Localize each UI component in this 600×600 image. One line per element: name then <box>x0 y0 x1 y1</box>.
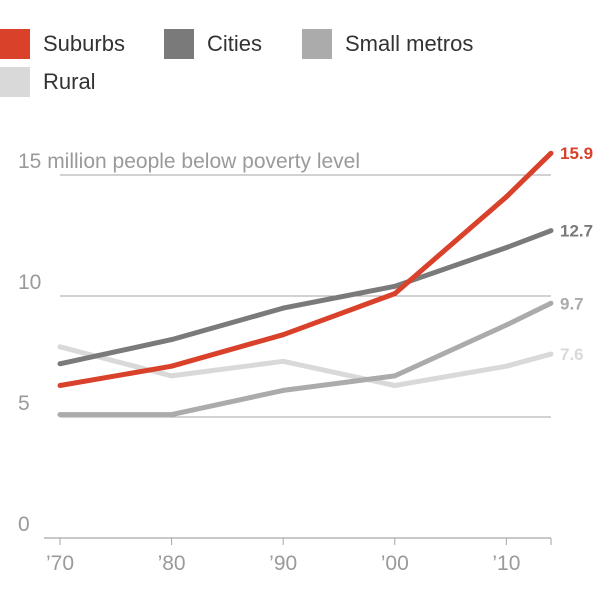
legend-swatch-small-metros <box>302 29 332 59</box>
y-tick-label-0: 0 <box>18 513 30 536</box>
data-point-rural-1970 <box>57 344 63 350</box>
data-point-small_metros-2010 <box>503 322 509 328</box>
end-label-small_metros: 9.7 <box>560 294 584 313</box>
legend-swatch-rural <box>0 67 30 97</box>
y-tick-label-5: 5 <box>18 392 30 415</box>
data-point-small_metros-2000 <box>392 373 398 379</box>
legend-item-suburbs: Suburbs <box>0 29 125 59</box>
legend: Suburbs Cities Small metros Rural <box>0 0 600 110</box>
data-point-small_metros-1990 <box>280 387 286 393</box>
data-point-cities-1980 <box>169 337 175 343</box>
end-label-suburbs: 15.9 <box>560 144 593 163</box>
data-point-rural-2014 <box>548 351 554 357</box>
data-point-cities-2010 <box>503 245 509 251</box>
end-label-rural: 7.6 <box>560 345 584 364</box>
line-layer <box>57 150 554 418</box>
legend-label-small-metros: Small metros <box>345 31 474 56</box>
data-point-suburbs-1970 <box>57 383 63 389</box>
data-point-cities-1970 <box>57 361 63 367</box>
x-tick-label-1970: ’70 <box>46 552 74 575</box>
legend-swatch-suburbs <box>0 29 30 59</box>
data-point-cities-2014 <box>548 228 554 234</box>
legend-swatch-cities <box>164 29 194 59</box>
series-line-cities <box>59 228 552 367</box>
legend-item-small-metros: Small metros <box>302 29 473 59</box>
data-point-rural-1980 <box>169 373 175 379</box>
data-point-suburbs-2014 <box>548 150 554 156</box>
legend-label-suburbs: Suburbs <box>43 31 125 56</box>
data-point-small_metros-2014 <box>548 300 554 306</box>
data-point-cities-1990 <box>280 305 286 311</box>
data-point-suburbs-1990 <box>280 332 286 338</box>
series-line-rural <box>59 344 552 388</box>
data-point-rural-1990 <box>280 358 286 364</box>
data-point-cities-2000 <box>392 283 398 289</box>
data-point-small_metros-1980 <box>169 412 175 418</box>
data-point-small_metros-1970 <box>57 412 63 418</box>
data-point-suburbs-1980 <box>169 363 175 369</box>
x-tick-label-2000: ’00 <box>381 552 409 575</box>
data-point-suburbs-2010 <box>503 194 509 200</box>
y-axis-title: 15 million people below poverty level <box>18 150 360 173</box>
data-point-rural-2000 <box>392 383 398 389</box>
legend-item-cities: Cities <box>164 29 262 59</box>
data-point-rural-2010 <box>503 363 509 369</box>
x-tick-label-2010: ’10 <box>492 552 520 575</box>
legend-label-rural: Rural <box>43 69 96 94</box>
end-label-cities: 12.7 <box>560 222 593 241</box>
legend-label-cities: Cities <box>207 31 263 56</box>
series-line-suburbs <box>59 151 553 388</box>
series-line-small_metros <box>60 301 553 418</box>
data-point-suburbs-2000 <box>392 291 398 297</box>
x-tick-label-1990: ’90 <box>269 552 297 575</box>
label-layer: 15 million people below poverty level 0 5… <box>18 144 593 575</box>
x-tick-label-1980: ’80 <box>158 552 186 575</box>
y-tick-label-10: 10 <box>18 271 41 294</box>
legend-item-rural: Rural <box>0 67 96 97</box>
